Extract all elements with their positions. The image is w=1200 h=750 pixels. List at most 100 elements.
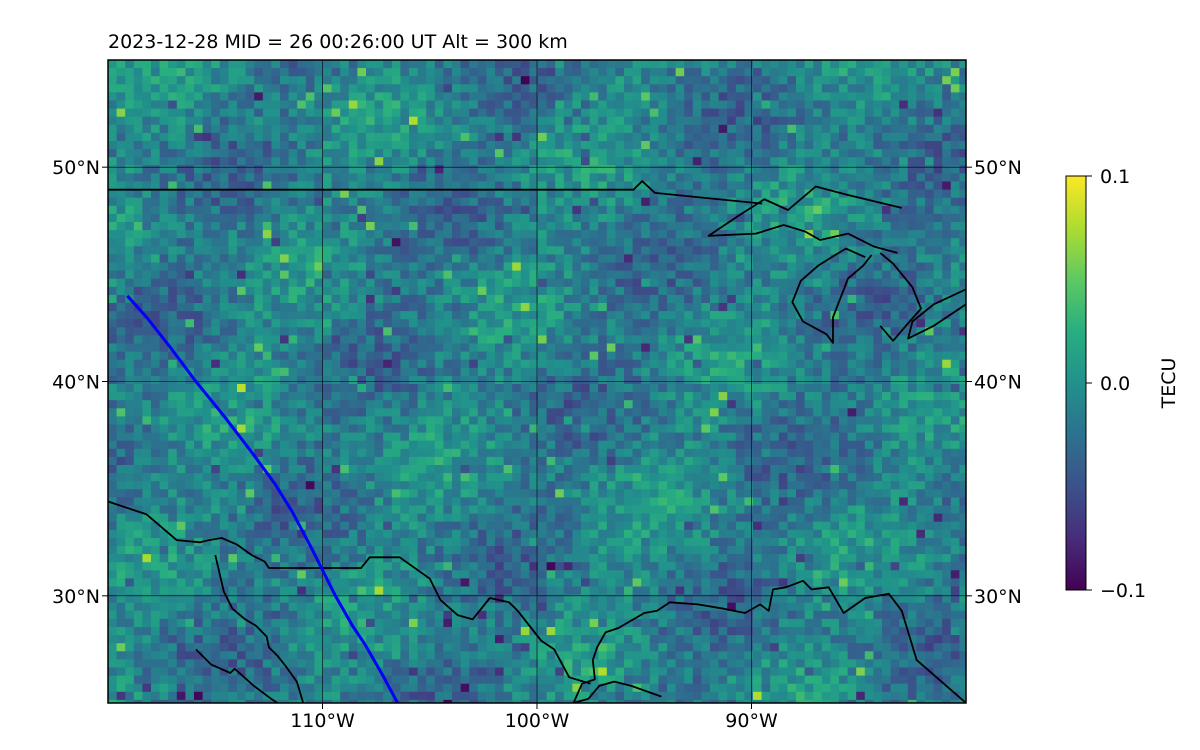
heatmap-cell bbox=[348, 319, 358, 328]
heatmap-cell bbox=[718, 149, 728, 158]
heatmap-cell bbox=[443, 278, 453, 288]
heatmap-cell bbox=[890, 408, 900, 417]
heatmap-cell bbox=[839, 408, 849, 417]
heatmap-cell bbox=[684, 238, 694, 247]
heatmap-cell bbox=[383, 278, 393, 288]
heatmap-cell bbox=[598, 416, 608, 426]
heatmap-cell bbox=[675, 367, 685, 377]
heatmap-cell bbox=[804, 367, 814, 377]
heatmap-cell bbox=[168, 278, 178, 288]
heatmap-cell bbox=[108, 351, 118, 361]
heatmap-cell bbox=[142, 432, 152, 442]
heatmap-cell bbox=[546, 359, 556, 369]
heatmap-cell bbox=[701, 303, 711, 312]
heatmap-cell bbox=[624, 116, 634, 126]
heatmap-cell bbox=[211, 367, 221, 377]
heatmap-cell bbox=[907, 132, 917, 142]
heatmap-cell bbox=[925, 270, 935, 280]
heatmap-cell bbox=[108, 456, 118, 466]
heatmap-cell bbox=[658, 132, 668, 142]
heatmap-cell bbox=[710, 416, 720, 426]
heatmap-cell bbox=[727, 149, 737, 158]
heatmap-cell bbox=[882, 230, 892, 239]
heatmap-cell bbox=[821, 149, 831, 158]
heatmap-cell bbox=[280, 246, 290, 255]
heatmap-cell bbox=[538, 286, 548, 296]
heatmap-cell bbox=[237, 76, 247, 85]
heatmap-cell bbox=[675, 222, 685, 231]
heatmap-cell bbox=[787, 416, 797, 426]
heatmap-cell bbox=[383, 408, 393, 417]
heatmap-cell bbox=[142, 319, 152, 328]
heatmap-cell bbox=[821, 440, 831, 450]
heatmap-cell bbox=[555, 424, 565, 434]
heatmap-cell bbox=[572, 116, 582, 126]
heatmap-cell bbox=[254, 149, 264, 158]
heatmap-cell bbox=[495, 205, 505, 215]
heatmap-cell bbox=[735, 416, 745, 426]
heatmap-cell bbox=[520, 294, 530, 304]
heatmap-cell bbox=[572, 149, 582, 158]
heatmap-cell bbox=[581, 189, 591, 199]
heatmap-cell bbox=[882, 205, 892, 215]
heatmap-cell bbox=[211, 132, 221, 142]
heatmap-cell bbox=[649, 416, 659, 426]
heatmap-cell bbox=[546, 68, 556, 77]
heatmap-cell bbox=[331, 367, 341, 377]
heatmap-cell bbox=[727, 335, 737, 345]
heatmap-cell bbox=[796, 424, 806, 434]
heatmap-cell bbox=[116, 84, 126, 93]
heatmap-cell bbox=[572, 384, 582, 393]
heatmap-cell bbox=[813, 335, 823, 345]
heatmap-cell bbox=[503, 60, 513, 69]
heatmap-cell bbox=[907, 84, 917, 93]
heatmap-cell bbox=[899, 157, 909, 166]
heatmap-cell bbox=[168, 351, 178, 361]
heatmap-cell bbox=[280, 432, 290, 442]
heatmap-cell bbox=[916, 165, 926, 174]
heatmap-cell bbox=[727, 448, 737, 458]
heatmap-cell bbox=[813, 68, 823, 77]
heatmap-cell bbox=[959, 108, 966, 118]
heatmap-cell bbox=[933, 213, 943, 223]
heatmap-cell bbox=[125, 116, 135, 126]
heatmap-cell bbox=[753, 335, 763, 345]
heatmap-cell bbox=[417, 432, 427, 442]
heatmap-cell bbox=[830, 448, 840, 458]
heatmap-cell bbox=[649, 278, 659, 288]
heatmap-cell bbox=[684, 68, 694, 77]
heatmap-cell bbox=[572, 327, 582, 336]
heatmap-cell bbox=[907, 375, 917, 385]
heatmap-cell bbox=[778, 278, 788, 288]
heatmap-cell bbox=[254, 400, 264, 409]
heatmap-cell bbox=[262, 392, 272, 401]
heatmap-cell bbox=[667, 424, 677, 434]
heatmap-cell bbox=[245, 359, 255, 369]
heatmap-cell bbox=[262, 124, 272, 134]
heatmap-cell bbox=[288, 270, 298, 280]
heatmap-cell bbox=[873, 367, 883, 377]
heatmap-cell bbox=[219, 197, 229, 207]
heatmap-cell bbox=[959, 400, 966, 409]
heatmap-cell bbox=[830, 213, 840, 223]
heatmap-cell bbox=[323, 84, 333, 93]
heatmap-cell bbox=[434, 392, 444, 401]
heatmap-cell bbox=[563, 400, 573, 409]
heatmap-cell bbox=[280, 335, 290, 345]
heatmap-cell bbox=[632, 408, 642, 417]
heatmap-cell bbox=[701, 384, 711, 393]
heatmap-cell bbox=[632, 384, 642, 393]
heatmap-cell bbox=[813, 230, 823, 239]
heatmap-cell bbox=[486, 384, 496, 393]
heatmap-cell bbox=[744, 76, 754, 85]
heatmap-cell bbox=[211, 286, 221, 296]
heatmap-cell bbox=[890, 76, 900, 85]
heatmap-cell bbox=[194, 68, 204, 77]
heatmap-cell bbox=[357, 375, 367, 385]
heatmap-cell bbox=[168, 424, 178, 434]
heatmap-cell bbox=[632, 375, 642, 385]
heatmap-cell bbox=[331, 246, 341, 255]
heatmap-cell bbox=[409, 60, 419, 69]
heatmap-cell bbox=[417, 384, 427, 393]
heatmap-cell bbox=[159, 76, 169, 85]
